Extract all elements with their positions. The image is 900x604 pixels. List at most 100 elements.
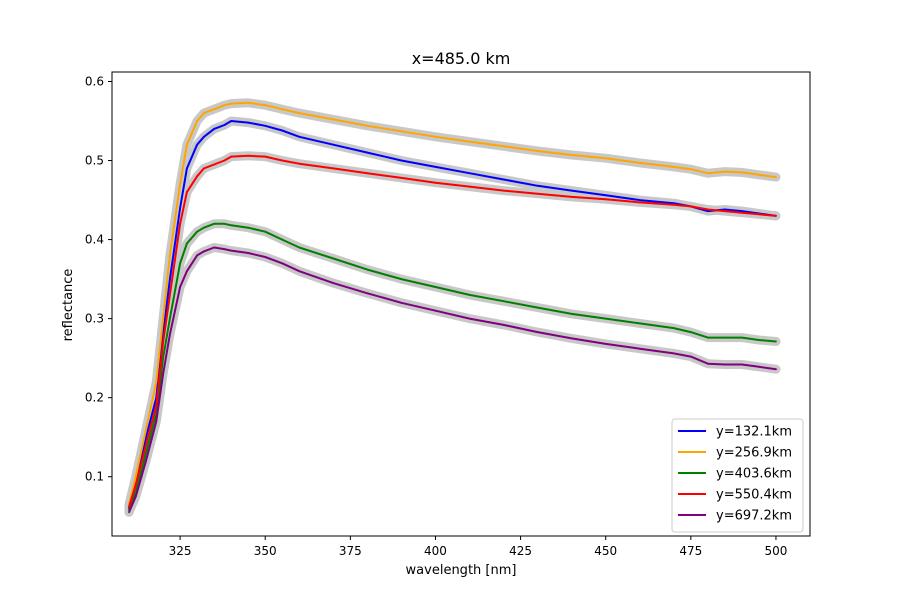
data-point [724,208,726,211]
legend-label: y=403.6km [716,467,792,482]
data-point [223,159,226,162]
data-point [536,192,539,195]
data-point [724,363,726,366]
y-tick-label: 0.1 [85,470,104,484]
data-point [264,155,267,158]
data-point [179,286,182,288]
data-point [155,420,158,423]
legend-label: y=550.4km [716,488,792,503]
data-point [672,352,675,355]
data-point [689,168,692,171]
data-point [724,210,726,213]
series-line-5 [128,246,777,513]
data-point [672,166,675,168]
data-point [223,248,226,251]
data-point [213,246,216,249]
data-point [502,178,505,181]
data-point [366,292,369,295]
data-point [247,121,250,124]
data-point [145,444,147,446]
data-point [468,172,471,175]
data-point [247,252,250,254]
series-4 [128,154,777,508]
legend-label: y=256.9km [716,446,792,461]
data-point [196,230,199,233]
legend: y=132.1km y=256.9km y=403.6km y=550.4km y=69… [671,418,804,533]
y-tick-label: 0.6 [85,74,104,88]
data-point [707,210,709,213]
data-point [264,256,267,258]
data-point [775,368,777,371]
x-tick-label: 450 [594,544,617,558]
data-point [213,108,216,111]
legend-label: y=132.1km [716,425,792,440]
data-point [536,150,539,152]
data-point [604,194,607,197]
x-tick-label: 325 [169,544,192,558]
legend-entry: y=256.9km [678,446,792,461]
data-point [570,337,573,340]
data-point [400,278,403,280]
data-point [281,262,284,265]
x-tick-label: 500 [764,544,787,558]
data-point [155,381,158,383]
data-point [741,211,743,214]
data-point [366,124,369,127]
data-point [247,226,250,229]
x-tick-label: 425 [509,544,532,558]
series-line-3 [128,222,777,511]
data-point [230,102,233,105]
data-point [366,172,369,175]
data-point [604,317,607,320]
data-point [264,124,267,127]
chart-title: x=485.0 km [412,49,511,68]
data-point [434,181,437,184]
data-point [196,175,199,178]
y-tick-label: 0.2 [85,391,104,405]
data-point [155,404,158,407]
data-point [169,278,171,280]
data-point [707,362,709,365]
data-point [196,143,199,146]
data-point [468,317,471,320]
data-point [758,339,760,341]
data-point [281,129,284,132]
data-point [434,135,437,138]
data-point [502,189,505,192]
data-point [186,167,188,170]
data-point [203,112,205,114]
data-point [604,343,607,345]
data-point [203,135,205,138]
data-point [169,333,171,336]
data-point [707,172,709,175]
legend-entry: y=550.4km [678,488,792,503]
data-point [203,250,205,253]
data-point [332,118,335,121]
data-point [434,309,437,312]
data-point [162,341,165,344]
data-point [400,130,403,133]
data-point [134,483,137,486]
data-point [724,170,726,173]
data-point [570,154,573,156]
data-point [298,270,301,273]
data-point [128,505,130,508]
data-point [775,340,777,343]
data-point [570,196,573,198]
data-point [230,249,233,252]
data-point [400,301,403,304]
data-point [179,222,182,225]
series-lines [128,101,777,514]
data-point [281,108,284,111]
x-tick-label: 350 [254,544,277,558]
data-point [298,246,301,249]
data-point [223,104,226,107]
data-point [672,202,675,205]
data-point [502,300,505,303]
data-point [196,254,199,257]
data-point [707,208,709,211]
data-point [186,143,188,146]
series-3 [128,222,777,511]
data-point [741,171,743,174]
